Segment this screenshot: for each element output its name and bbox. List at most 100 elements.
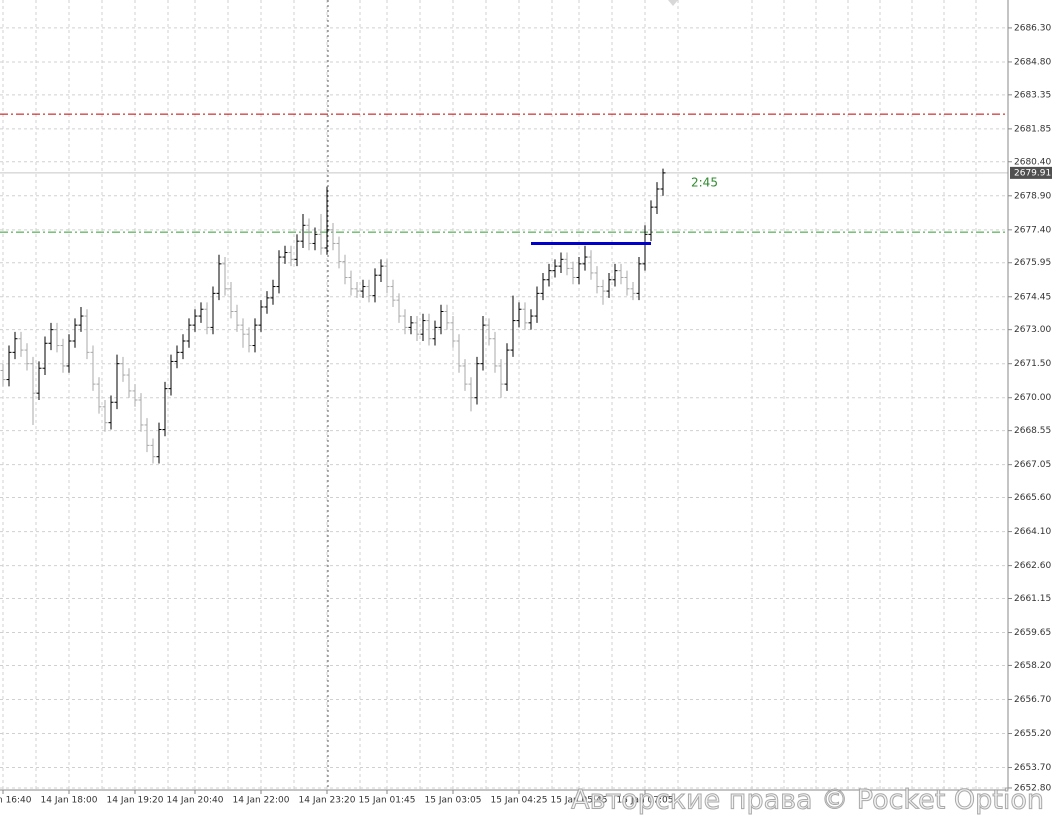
x-tick-label: 14 Jan 23:20 [299, 796, 356, 806]
x-tick-label: 14 Jan 18:00 [41, 796, 98, 806]
ohlc-bar [204, 302, 210, 335]
y-tick-label: 2653.70 [1014, 763, 1051, 773]
ohlc-bar [336, 236, 342, 269]
y-tick-label: 2670.00 [1014, 393, 1051, 403]
ohlc-bar [396, 293, 402, 323]
ohlc-bar [252, 318, 258, 353]
ohlc-bar [660, 168, 666, 196]
ohlc-bar [132, 384, 138, 407]
ohlc-bar [366, 279, 372, 303]
ohlc-bar [12, 331, 18, 360]
ohlc-bar [126, 368, 132, 398]
y-tick-label: 2658.20 [1014, 661, 1051, 671]
y-tick-label: 2668.55 [1014, 426, 1051, 436]
ohlc-bar [150, 438, 156, 464]
ohlc-bar [438, 304, 444, 335]
y-tick-label: 2674.45 [1014, 292, 1051, 302]
ohlc-bar [288, 245, 294, 267]
ohlc-bar [468, 377, 474, 412]
ohlc-bar [306, 218, 312, 251]
ohlc-bar [552, 259, 558, 278]
ohlc-bar [330, 223, 336, 251]
ohlc-bar [0, 363, 6, 387]
ohlc-bar [636, 257, 642, 301]
ohlc-bar [60, 338, 66, 373]
ohlc-bar [558, 252, 564, 273]
ohlc-bar [312, 227, 318, 251]
y-tick-label: 2671.50 [1014, 359, 1051, 369]
plot [0, 0, 1012, 794]
ohlc-bar [342, 254, 348, 285]
y-tick-label: 2667.05 [1014, 460, 1051, 470]
ohlc-bar [432, 320, 438, 346]
ohlc-bar [66, 334, 72, 373]
ohlc-bar [156, 422, 162, 464]
y-tick-label: 2678.90 [1014, 191, 1051, 201]
ohlc-bar [528, 309, 534, 330]
price-label: 2679.91 [1014, 168, 1051, 178]
ohlc-bar [138, 393, 144, 432]
ohlc-bar [318, 213, 324, 255]
ohlc-bar [216, 254, 222, 301]
ohlc-bar [402, 309, 408, 335]
ohlc-bar [444, 304, 450, 330]
y-tick-label: 2683.35 [1014, 90, 1051, 100]
ohlc-bar [222, 257, 228, 296]
x-tick-label: 14 Jan 20:40 [167, 796, 224, 806]
ohlc-bar [504, 343, 510, 391]
x-tick-label: 15 Jan 03:05 [425, 796, 482, 806]
scroll-marker [668, 0, 678, 6]
watermark: Авторские права © Pocket Option [571, 785, 1044, 816]
ohlc-bar [516, 302, 522, 328]
ohlc-bar [462, 359, 468, 391]
ohlc-bar [426, 313, 432, 346]
ohlc-bar [84, 309, 90, 360]
x-tick-label: 14 Jan 22:00 [233, 796, 290, 806]
y-tick-label: 2659.65 [1014, 628, 1051, 638]
x-tick-label: 14 Jan 19:20 [107, 796, 164, 806]
ohlc-bar [180, 334, 186, 360]
ohlc-bar [264, 291, 270, 314]
ohlc-bar [492, 331, 498, 373]
ohlc-bar [546, 263, 552, 287]
ohlc-bar [144, 418, 150, 453]
ohlc-bar [654, 182, 660, 214]
ohlc-bar [450, 316, 456, 348]
y-tick-label: 2675.95 [1014, 258, 1051, 268]
ohlc-bar [570, 261, 576, 285]
ohlc-bar [522, 302, 528, 330]
x-tick-label: 14 Jan 16:40 [0, 796, 32, 806]
y-tick-label: 2686.30 [1014, 23, 1051, 33]
y-tick-label: 2652.80 [1014, 783, 1051, 793]
ohlc-bar [540, 272, 546, 301]
y-tick-label: 2677.40 [1014, 225, 1051, 235]
ohlc-bar [210, 286, 216, 335]
ohlc-bar [564, 252, 570, 276]
ohlc-bar [192, 309, 198, 332]
y-tick-label: 2680.40 [1014, 157, 1051, 167]
y-tick-label: 2655.20 [1014, 729, 1051, 739]
ohlc-bar [480, 316, 486, 371]
y-tick-label: 2684.80 [1014, 57, 1051, 67]
ohlc-bar [648, 200, 654, 242]
ohlc-bar [474, 356, 480, 405]
ohlc-bar [48, 322, 54, 351]
ohlc-bar [102, 399, 108, 432]
ohlc-bar [72, 318, 78, 348]
ohlc-bar [78, 306, 84, 332]
ohlc-bar [324, 186, 330, 255]
ohlc-bar [300, 213, 306, 248]
price-label-box [1010, 166, 1052, 179]
timer: 2:45 [691, 175, 718, 189]
ohlc-bar [498, 359, 504, 398]
ohlc-bar [108, 395, 114, 430]
ohlc-bar [594, 266, 600, 294]
ohlc-bar [270, 279, 276, 305]
y-tick-label: 2673.00 [1014, 325, 1051, 335]
ohlc-bar [174, 345, 180, 369]
ohlc-bar [246, 327, 252, 353]
ohlc-bar [408, 316, 414, 335]
ohlc-bar [384, 259, 390, 294]
ohlc-bar [606, 272, 612, 298]
